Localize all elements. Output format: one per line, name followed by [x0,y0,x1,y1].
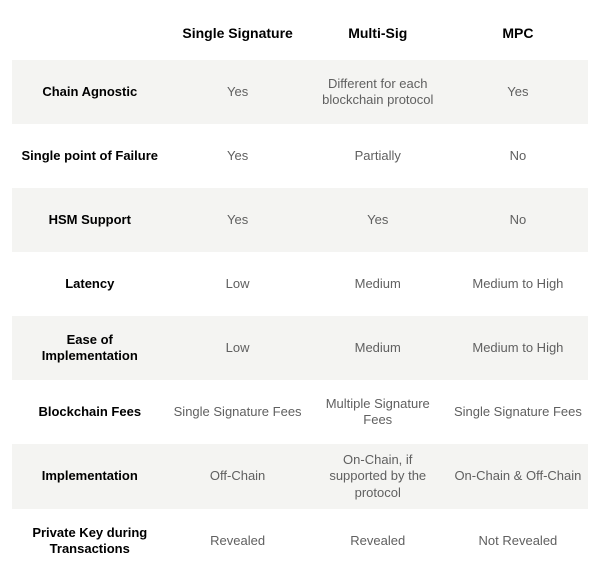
row-header: Blockchain Fees [12,380,168,444]
table-cell: Low [168,316,308,380]
table-cell: Yes [308,188,448,252]
table-cell: Medium [308,316,448,380]
row-header: Implementation [12,444,168,509]
table-row: Blockchain Fees Single Signature Fees Mu… [12,380,588,444]
table-cell: Medium to High [448,252,588,316]
table-cell: No [448,124,588,188]
table-cell: Medium [308,252,448,316]
comparison-table-container: Single Signature Multi-Sig MPC Chain Agn… [0,0,600,585]
table-cell: Medium to High [448,316,588,380]
table-cell: Single Signature Fees [168,380,308,444]
table-cell: Yes [168,188,308,252]
table-cell: Revealed [308,509,448,573]
table-cell: On-Chain & Off-Chain [448,444,588,509]
table-cell: Low [168,252,308,316]
table-row: Latency Low Medium Medium to High [12,252,588,316]
table-row: Private Key during Transactions Revealed… [12,509,588,573]
table-cell: Yes [168,124,308,188]
table-cell: Not Revealed [448,509,588,573]
table-row: Single point of Failure Yes Partially No [12,124,588,188]
table-row: Chain Agnostic Yes Different for each bl… [12,60,588,124]
column-header: MPC [448,8,588,60]
table-cell: Off-Chain [168,444,308,509]
table-cell: Partially [308,124,448,188]
table-row: Ease of Implementation Low Medium Medium… [12,316,588,380]
table-cell: Yes [168,60,308,124]
table-cell: Revealed [168,509,308,573]
table-cell: Single Signature Fees [448,380,588,444]
table-cell: Yes [448,60,588,124]
row-header: Latency [12,252,168,316]
table-cell: Multiple Signature Fees [308,380,448,444]
row-header: Private Key during Transactions [12,509,168,573]
comparison-table: Single Signature Multi-Sig MPC Chain Agn… [12,8,588,573]
table-cell: Different for each blockchain protocol [308,60,448,124]
table-header-row: Single Signature Multi-Sig MPC [12,8,588,60]
row-header: Chain Agnostic [12,60,168,124]
table-row: Implementation Off-Chain On-Chain, if su… [12,444,588,509]
table-cell: On-Chain, if supported by the protocol [308,444,448,509]
column-header: Single Signature [168,8,308,60]
table-corner-blank [12,8,168,60]
row-header: Single point of Failure [12,124,168,188]
table-row: HSM Support Yes Yes No [12,188,588,252]
column-header: Multi-Sig [308,8,448,60]
row-header: Ease of Implementation [12,316,168,380]
table-cell: No [448,188,588,252]
row-header: HSM Support [12,188,168,252]
